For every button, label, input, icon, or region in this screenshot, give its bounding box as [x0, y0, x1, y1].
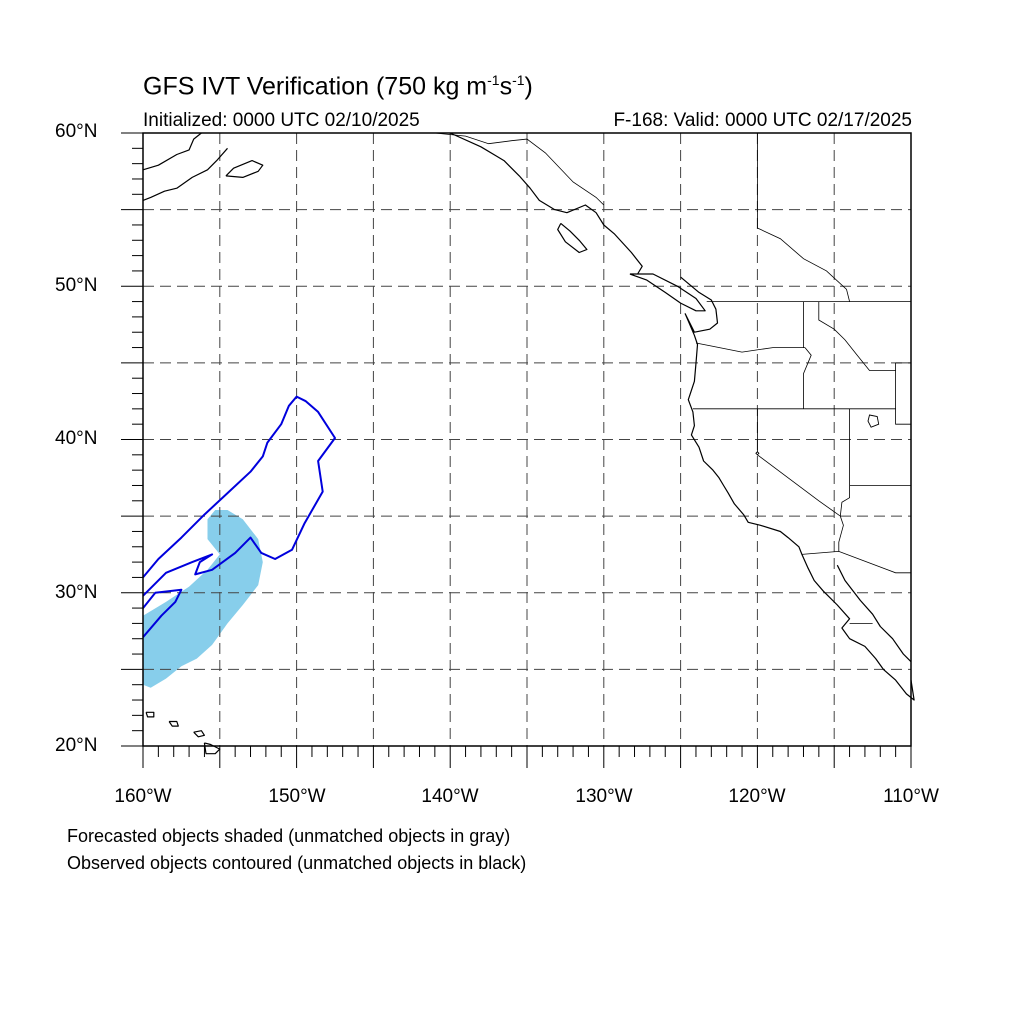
chart-title: GFS IVT Verification (750 kg m-1s-1): [143, 72, 533, 101]
observed-outer-contour: [142, 395, 336, 597]
lat-label-60: 60°N: [55, 121, 98, 142]
washington-oregon-border: [695, 342, 805, 353]
alaska-coast: [142, 132, 202, 171]
footer-line-observed: Observed objects contoured (unmatched ob…: [67, 853, 527, 873]
alaska-peninsula-coast: [142, 147, 228, 201]
lat-label-20: 20°N: [55, 735, 98, 756]
vancouver-island: [629, 273, 706, 312]
lat-label-50: 50°N: [55, 275, 98, 296]
us-mexico-border: [801, 550, 911, 574]
title-end: ): [524, 72, 533, 101]
lat-label-30: 30°N: [55, 582, 98, 603]
forecast-object: [143, 510, 263, 688]
california-nevada-border: [757, 408, 844, 552]
lon-label-150w: 150°W: [268, 786, 326, 807]
valid-label: F-168: Valid: 0000 UTC 02/17/2025: [613, 110, 912, 131]
haida-gwaii: [557, 222, 588, 254]
lake-tahoe: [755, 451, 760, 456]
lat-label-40: 40°N: [55, 428, 98, 449]
lon-label-160w: 160°W: [114, 786, 172, 807]
gridlines-layer: [143, 133, 911, 746]
lon-label-120w: 120°W: [728, 786, 786, 807]
observed-inner-contour: [142, 588, 183, 638]
alaska-canada-border: [434, 132, 605, 206]
nevada-utah-border: [839, 408, 850, 517]
lon-label-140w: 140°W: [421, 786, 479, 807]
bc-alberta-border: [757, 133, 850, 302]
title-mid: s: [499, 72, 513, 101]
observed-objects-layer: [142, 395, 336, 638]
oregon-idaho-border: [803, 347, 812, 409]
hawaii-big-island: [203, 742, 221, 755]
initialized-label: Initialized: 0000 UTC 02/10/2025: [143, 110, 420, 131]
title-exponent-1: -1: [487, 72, 500, 88]
kodiak-island: [225, 160, 264, 178]
idaho-montana-border: [818, 301, 896, 371]
footer-line-forecast: Forecasted objects shaded (unmatched obj…: [67, 826, 511, 846]
great-salt-lake: [867, 414, 880, 428]
hawaii-kauai: [145, 711, 155, 718]
geography-layer: [142, 132, 915, 755]
hawaii-maui: [193, 730, 205, 738]
west-coast: [680, 276, 915, 701]
lon-label-110w: 110°W: [883, 786, 939, 807]
title-main: GFS IVT Verification (750 kg m: [143, 72, 488, 101]
forecast-objects-layer: [143, 510, 263, 688]
hawaii-oahu: [168, 720, 179, 727]
southeast-alaska-coast: [449, 132, 643, 275]
title-exponent-2: -1: [512, 72, 525, 88]
map-frame: [142, 132, 912, 747]
lon-label-130w: 130°W: [575, 786, 633, 807]
ticks-layer: [121, 132, 912, 768]
gulf-of-california-coast: [836, 564, 912, 663]
wyoming-border: [895, 362, 911, 425]
